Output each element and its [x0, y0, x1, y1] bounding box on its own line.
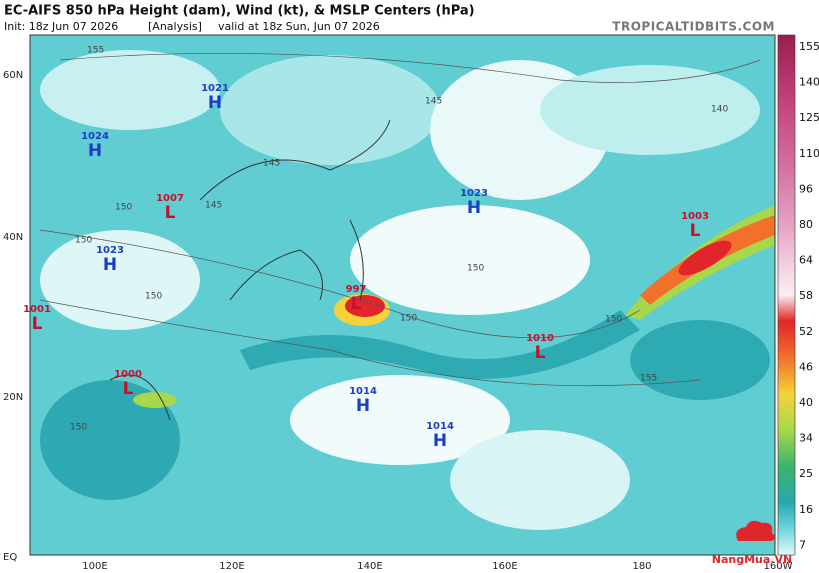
contour-label: 155: [640, 374, 657, 384]
map-labels: 60N 40N 20N EQ 100E 120E 140E 160E 180 160W 155 140…: [3, 40, 819, 572]
center-pressure: 1003: [681, 211, 709, 222]
valid-time: valid at 18z Sun, Jun 07 2026: [218, 20, 380, 33]
run: [Analysis]: [148, 20, 202, 33]
map-field: [30, 35, 775, 555]
colorbar-label: 64: [799, 254, 813, 267]
colorbar-label: 7: [799, 538, 806, 551]
contour-label: 145: [263, 159, 280, 169]
lat-label: 20N: [3, 392, 23, 403]
center-symbol: L: [351, 294, 362, 314]
contour-label: 150: [75, 236, 92, 246]
center-pressure: 997: [346, 284, 367, 295]
lon-label: 160W: [764, 561, 793, 572]
center-pressure: 1000: [114, 369, 142, 380]
contour-label: 150: [605, 315, 622, 325]
center-pressure: 1023: [96, 245, 124, 256]
center-symbol: L: [690, 221, 701, 241]
lon-label: 140E: [357, 561, 382, 572]
center-pressure: 1010: [526, 333, 554, 344]
colorbar-label: 155: [799, 40, 819, 53]
lat-label: EQ: [3, 552, 17, 563]
center-symbol: H: [88, 141, 102, 161]
map-frame: [29, 34, 776, 556]
lat-label: 60N: [3, 70, 23, 81]
colorbar-label: 96: [799, 182, 813, 195]
center-symbol: L: [535, 343, 546, 363]
center-pressure: 1001: [23, 304, 51, 315]
center-symbol: L: [123, 379, 134, 399]
colorbar-label: 140: [799, 76, 819, 89]
center-pressure: 1014: [349, 386, 377, 397]
center-symbol: L: [32, 314, 43, 334]
init: Init: 18z Jun 07 2026: [4, 20, 118, 33]
contour-label: 150: [145, 292, 162, 302]
watermark: NangMua.VN: [712, 553, 792, 566]
center-pressure: 1014: [426, 421, 454, 432]
center-pressure: 1023: [460, 188, 488, 199]
center-pressure: 1021: [201, 83, 229, 94]
center-symbol: H: [356, 396, 370, 416]
colorbar: [777, 34, 796, 556]
colorbar-label: 25: [799, 467, 813, 480]
lon-label: 120E: [219, 561, 244, 572]
center-symbol: L: [165, 203, 176, 223]
contour-label: 155: [87, 46, 104, 56]
colorbar-label: 16: [799, 503, 813, 516]
brand: TROPICALTIDBITS.COM: [612, 20, 775, 34]
title: EC-AIFS 850 hPa Height (dam), Wind (kt),…: [4, 4, 475, 19]
center-symbol: H: [433, 431, 447, 451]
lon-label: 180: [632, 561, 651, 572]
lat-label: 40N: [3, 232, 23, 243]
watermark-logo: NangMua.VN: [712, 520, 792, 566]
colorbar-label: 80: [799, 218, 813, 231]
contour-label: 140: [711, 105, 728, 115]
colorbar-label: 40: [799, 396, 813, 409]
contour-label: 150: [467, 264, 484, 274]
contour-label: 150: [70, 423, 87, 433]
center-symbol: H: [467, 198, 481, 218]
center-pressure: 1024: [81, 131, 109, 142]
contour-label: 145: [425, 97, 442, 107]
colorbar-label: 46: [799, 360, 813, 373]
contour-label: 150: [400, 314, 417, 324]
colorbar-label: 110: [799, 147, 819, 160]
colorbar-label: 58: [799, 289, 813, 302]
lon-label: 160E: [492, 561, 517, 572]
contour-label: 145: [205, 201, 222, 211]
colorbar-label: 52: [799, 325, 813, 338]
colorbar-label: 34: [799, 432, 813, 445]
lon-label: 100E: [82, 561, 107, 572]
center-symbol: H: [103, 255, 117, 275]
contour-label: 150: [115, 203, 132, 213]
colorbar-label: 125: [799, 111, 819, 124]
center-pressure: 1007: [156, 193, 184, 204]
center-symbol: H: [208, 93, 222, 113]
